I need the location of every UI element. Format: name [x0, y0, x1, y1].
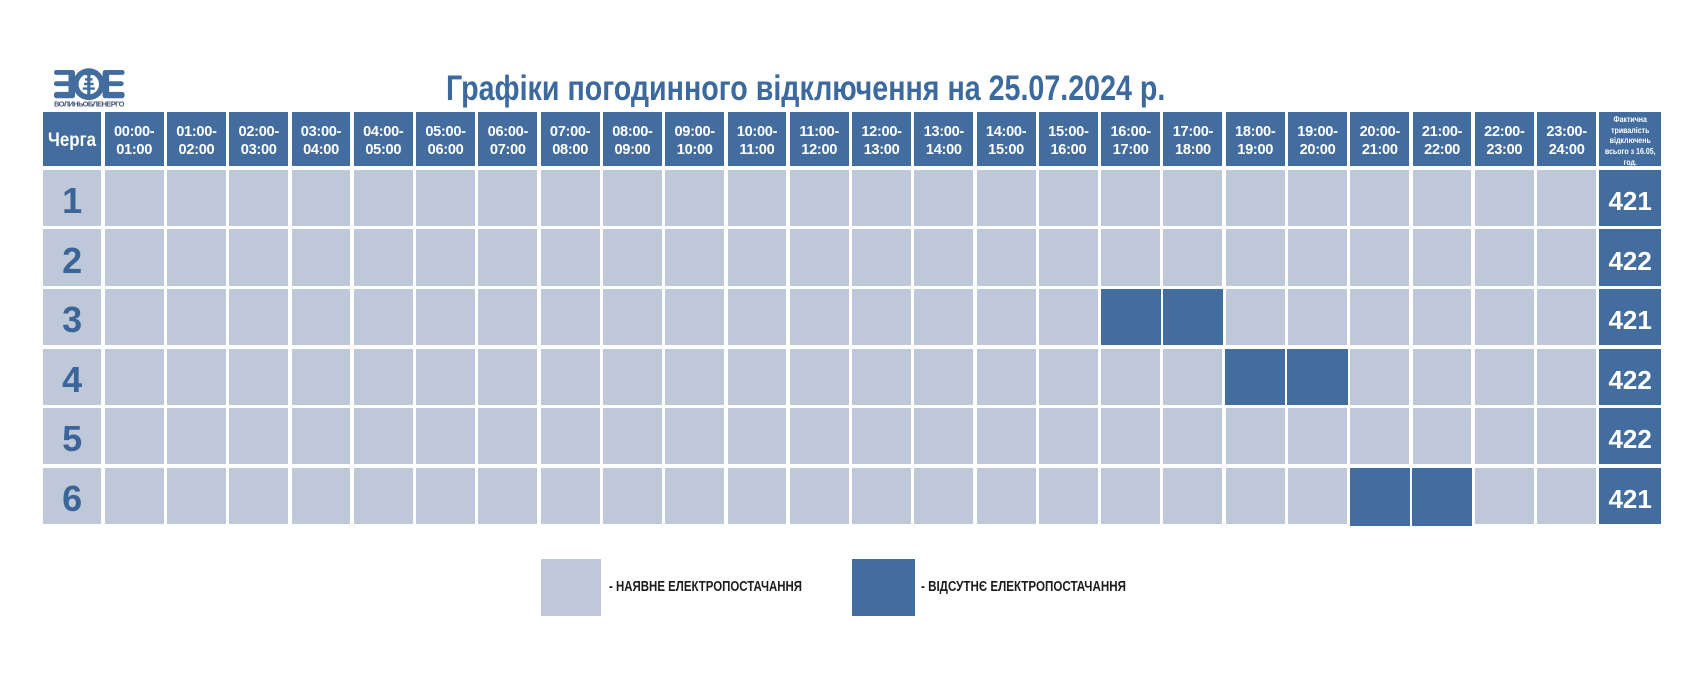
svg-text:ВОЛИНЬОБЛЕНЕРГО: ВОЛИНЬОБЛЕНЕРГО — [54, 99, 125, 108]
